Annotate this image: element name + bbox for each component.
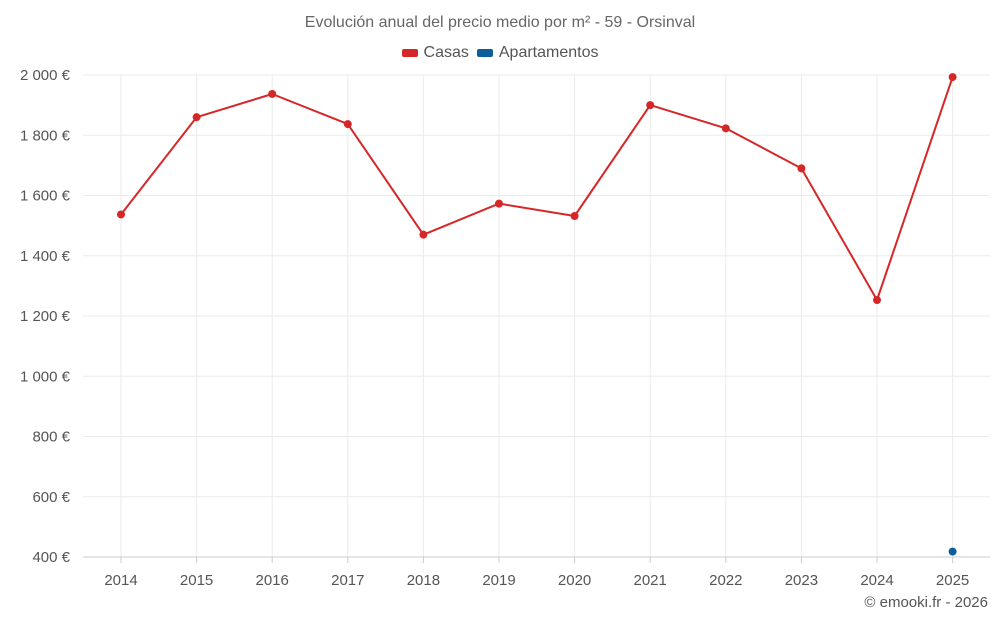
x-tick-label: 2019	[482, 572, 515, 589]
x-tick-label: 2022	[709, 572, 742, 589]
legend-label-apartamentos: Apartamentos	[498, 44, 599, 61]
chart-title: Evolución anual del precio medio por m² …	[304, 14, 696, 31]
y-tick-label: 1 400 €	[20, 248, 71, 265]
y-tick-label: 1 600 €	[20, 188, 71, 205]
x-tick-label: 2020	[558, 572, 591, 589]
x-tick-label: 2025	[936, 572, 969, 589]
legend-item-apartamentos[interactable]: Apartamentos	[476, 44, 599, 62]
data-point-casas[interactable]	[797, 164, 806, 173]
y-tick-label: 1 800 €	[20, 127, 71, 144]
legend-swatch-casas	[401, 49, 418, 57]
x-tick-label: 2018	[407, 572, 440, 589]
data-point-apartamentos[interactable]	[948, 547, 957, 556]
data-point-casas[interactable]	[495, 199, 503, 208]
x-tick-label: 2016	[256, 572, 289, 589]
y-tick-label: 2 000 €	[20, 67, 71, 84]
y-tick-label: 400 €	[32, 549, 70, 566]
x-tick-label: 2021	[634, 572, 667, 589]
x-tick-label: 2014	[104, 572, 137, 589]
x-tick-label: 2015	[180, 572, 213, 589]
x-tick-label: 2017	[331, 572, 364, 589]
data-point-casas[interactable]	[721, 124, 730, 133]
y-tick-label: 800 €	[32, 429, 70, 446]
legend-swatch-apartamentos	[476, 49, 493, 57]
data-point-casas[interactable]	[268, 89, 277, 98]
legend-item-casas[interactable]: Casas	[401, 44, 469, 62]
legend-label-casas: Casas	[423, 44, 469, 61]
data-point-casas[interactable]	[117, 210, 125, 219]
series-line-casas	[120, 76, 954, 301]
data-point-casas[interactable]	[192, 113, 201, 122]
x-tick-label: 2024	[860, 572, 893, 589]
y-tick-label: 1 000 €	[20, 368, 71, 385]
data-point-casas[interactable]	[948, 73, 957, 82]
y-tick-label: 600 €	[32, 489, 70, 506]
legend: Casas Apartamentos	[0, 44, 1000, 62]
data-point-casas[interactable]	[570, 211, 579, 220]
y-tick-label: 1 200 €	[20, 308, 71, 325]
x-tick-label: 2023	[785, 572, 818, 589]
credit-text: © emooki.fr - 2026	[864, 594, 988, 611]
data-point-casas[interactable]	[343, 120, 352, 129]
data-point-casas[interactable]	[873, 296, 881, 305]
data-point-casas[interactable]	[646, 101, 655, 110]
data-point-casas[interactable]	[419, 230, 428, 239]
